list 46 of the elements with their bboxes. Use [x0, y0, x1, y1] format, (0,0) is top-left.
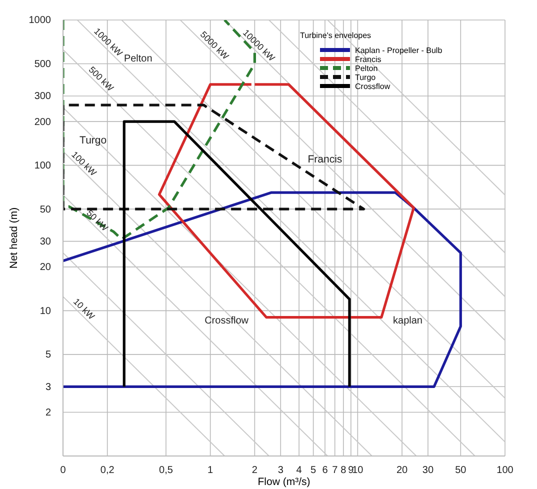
y-tick-label: 1000 — [28, 15, 52, 26]
annotation: kaplan — [393, 315, 422, 326]
legend-label: Francis — [355, 55, 382, 64]
annotation: 50 kW — [84, 208, 110, 234]
annotation: Turgo — [80, 134, 107, 147]
x-tick-label: 2 — [252, 465, 258, 476]
x-tick-label: 100 — [496, 465, 514, 476]
x-tick-label: 0,2 — [100, 465, 115, 476]
legend-label: Turgo — [355, 73, 376, 82]
annotation: 100 kW — [70, 149, 99, 178]
y-tick-label: 2 — [45, 407, 52, 418]
x-tick-label: 50 — [455, 465, 467, 476]
x-tick-label: 7 — [332, 465, 338, 476]
x-axis-title: Flow (m³/s) — [258, 476, 310, 488]
y-tick-label: 3 — [45, 382, 52, 393]
y-tick-label: 300 — [34, 91, 52, 102]
x-tick-label: 30 — [422, 465, 434, 476]
y-tick-label: 500 — [34, 58, 52, 70]
x-tick-label: 0 — [60, 465, 66, 476]
legend-label: Crossflow — [355, 82, 390, 91]
x-tick-label: 8 — [340, 465, 347, 476]
x-tick-label: 6 — [322, 465, 328, 476]
legend-label: Kaplan - Propeller - Bulb — [355, 46, 443, 55]
y-tick-label: 10 — [40, 306, 52, 317]
y-tick-label: 30 — [40, 236, 52, 248]
legend-label: Pelton — [355, 64, 378, 73]
y-tick-label: 20 — [40, 262, 52, 274]
annotation: 10 kW — [71, 296, 97, 322]
x-tick-label: 1 — [208, 465, 214, 476]
x-tick-label: 4 — [296, 465, 302, 476]
y-tick-label: 100 — [34, 160, 52, 172]
annotation: Pelton — [124, 54, 152, 65]
annotation: 500 kW — [86, 64, 116, 94]
x-tick-label: 9 — [348, 465, 354, 476]
y-axis-title: Net head (m) — [8, 207, 20, 269]
legend-title: Turbine's envelopes — [300, 31, 372, 40]
annotation: Crossflow — [204, 315, 250, 326]
x-tick-label: 10 — [352, 465, 364, 476]
y-tick-label: 50 — [40, 204, 52, 216]
x-tick-label: 0,5 — [159, 465, 174, 476]
x-tick-label: 5 — [310, 465, 317, 476]
y-tick-label: 5 — [45, 350, 52, 361]
annotation: Francis — [308, 153, 342, 166]
x-tick-label: 20 — [396, 465, 408, 476]
y-tick-label: 200 — [34, 116, 52, 128]
x-tick-label: 3 — [278, 465, 284, 476]
